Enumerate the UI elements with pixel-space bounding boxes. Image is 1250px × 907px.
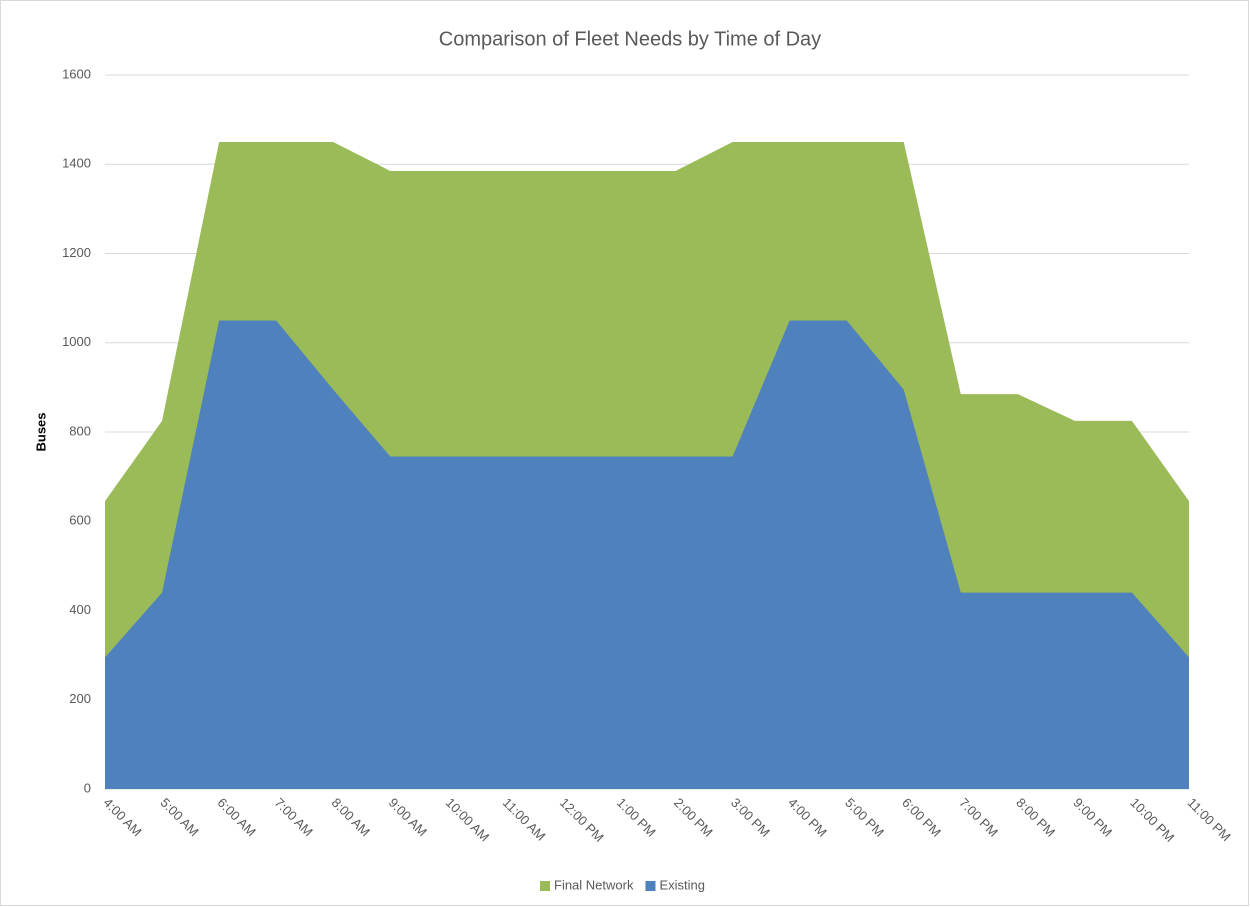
legend-swatch [540,881,550,891]
y-tick-label: 1600 [62,66,91,81]
y-tick-label: 1200 [62,245,91,260]
y-tick-label: 1400 [62,156,91,171]
chart-title: Comparison of Fleet Needs by Time of Day [439,28,821,50]
y-tick-label: 400 [69,602,91,617]
y-tick-label: 200 [69,691,91,706]
y-tick-label: 600 [69,513,91,528]
y-axis-label: Buses [33,412,48,451]
legend-swatch [645,881,656,891]
area [105,320,1189,789]
y-tick-label: 800 [69,423,91,438]
y-tick-label: 0 [84,780,91,795]
legend-label: Existing [659,877,705,892]
y-tick-label: 1000 [62,334,91,349]
legend-label: Final Network [554,877,634,892]
